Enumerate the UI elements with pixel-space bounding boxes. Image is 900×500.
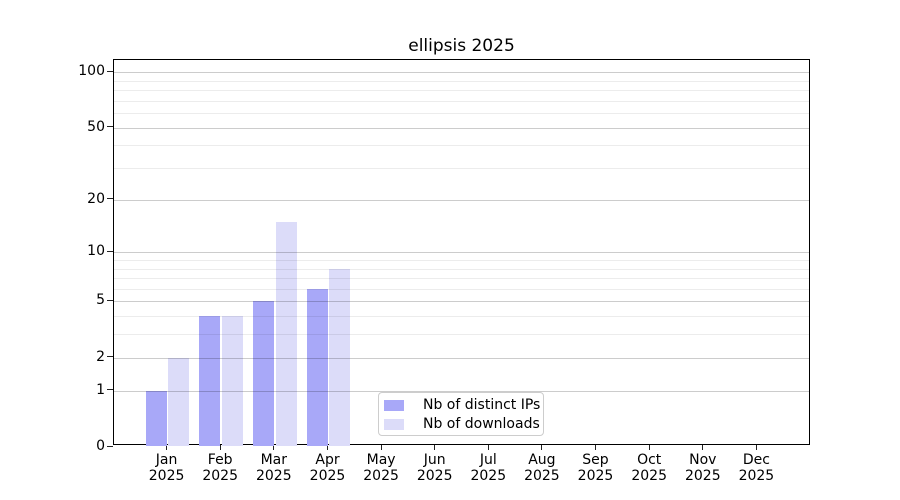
x-tick-mark — [702, 445, 704, 450]
gridline-major — [114, 199, 809, 201]
x-tick-label: Feb 2025 — [202, 452, 238, 484]
gridline-minor — [114, 259, 809, 261]
x-tick-label: Jul 2025 — [470, 452, 507, 484]
x-tick-mark — [755, 445, 757, 450]
gridline-minor — [114, 278, 809, 279]
legend-swatch-distinct-ips-icon — [384, 400, 404, 411]
legend-item: Nb of downloads — [384, 415, 543, 434]
x-tick-label: May 2025 — [363, 452, 399, 484]
bar-nb-of-downloads — [168, 357, 190, 446]
legend-item: Nb of distinct IPs — [384, 396, 543, 415]
x-tick-mark — [380, 445, 382, 450]
y-tick-mark — [107, 198, 113, 200]
y-tick-mark — [107, 389, 113, 391]
gridline-major — [114, 357, 809, 359]
x-tick-mark — [219, 445, 221, 450]
bar-nb-of-distinct-ips — [145, 390, 167, 446]
x-tick-label: Sep 2025 — [577, 452, 614, 484]
y-tick-label: 1 — [96, 381, 105, 398]
x-tick-mark — [541, 445, 543, 450]
y-tick-mark — [107, 356, 113, 358]
bar-nb-of-downloads — [329, 268, 351, 446]
x-tick-label: Oct 2025 — [631, 452, 667, 484]
x-tick-mark — [648, 445, 650, 450]
gridline-minor — [114, 168, 809, 169]
gridline-minor — [114, 145, 809, 147]
gridline-minor — [114, 334, 809, 336]
gridline-minor — [114, 113, 809, 114]
gridline-major — [114, 301, 809, 303]
x-tick-mark — [434, 445, 436, 450]
y-tick-label: 5 — [96, 292, 105, 309]
bar-nb-of-distinct-ips — [252, 301, 275, 446]
y-tick-mark — [107, 445, 113, 447]
x-tick-label: Jun 2025 — [416, 452, 453, 484]
x-tick-mark — [487, 445, 489, 450]
bar-nb-of-distinct-ips — [306, 288, 328, 446]
chart-title: ellipsis 2025 — [408, 36, 515, 56]
y-tick-label: 20 — [87, 190, 105, 207]
bar-nb-of-downloads — [221, 316, 244, 446]
y-tick-label: 0 — [96, 438, 105, 454]
x-tick-label: Dec 2025 — [738, 452, 775, 484]
gridline-minor — [114, 100, 809, 102]
y-tick-mark — [107, 126, 113, 127]
y-tick-label: 50 — [87, 118, 105, 135]
bar-nb-of-distinct-ips — [199, 316, 221, 446]
y-tick-label: 10 — [87, 243, 105, 260]
x-tick-label: Apr 2025 — [309, 452, 346, 484]
legend-swatch-downloads-icon — [384, 419, 404, 430]
gridline-major — [114, 127, 809, 129]
plot-area — [113, 59, 810, 446]
x-tick-label: Mar 2025 — [255, 452, 292, 484]
legend-label-distinct-ips: Nb of distinct IPs — [423, 397, 541, 413]
x-tick-mark — [166, 445, 168, 450]
gridline-minor — [114, 80, 809, 82]
x-tick-label: Jan 2025 — [148, 452, 185, 484]
legend-label-downloads: Nb of downloads — [423, 416, 540, 432]
gridline-minor — [114, 89, 809, 91]
y-tick-label: 100 — [78, 63, 105, 79]
grid-layer — [114, 60, 809, 444]
x-tick-label: Nov 2025 — [684, 452, 721, 484]
legend: Nb of distinct IPs Nb of downloads — [378, 392, 544, 436]
y-tick-mark — [107, 70, 113, 72]
gridline-minor — [114, 268, 809, 270]
bar-nb-of-downloads — [275, 221, 297, 446]
gridline-major — [114, 390, 809, 392]
y-tick-mark — [107, 299, 113, 301]
y-tick-label: 2 — [96, 348, 105, 365]
gridline-minor — [114, 316, 809, 318]
x-tick-mark — [595, 445, 596, 450]
gridline-minor — [114, 288, 809, 290]
x-tick-mark — [273, 445, 275, 450]
x-tick-label: Aug 2025 — [524, 452, 560, 484]
y-tick-mark — [107, 250, 113, 252]
gridline-major — [114, 252, 809, 254]
gridline-major — [114, 72, 809, 73]
bars-layer — [114, 60, 809, 446]
x-tick-mark — [327, 445, 328, 450]
